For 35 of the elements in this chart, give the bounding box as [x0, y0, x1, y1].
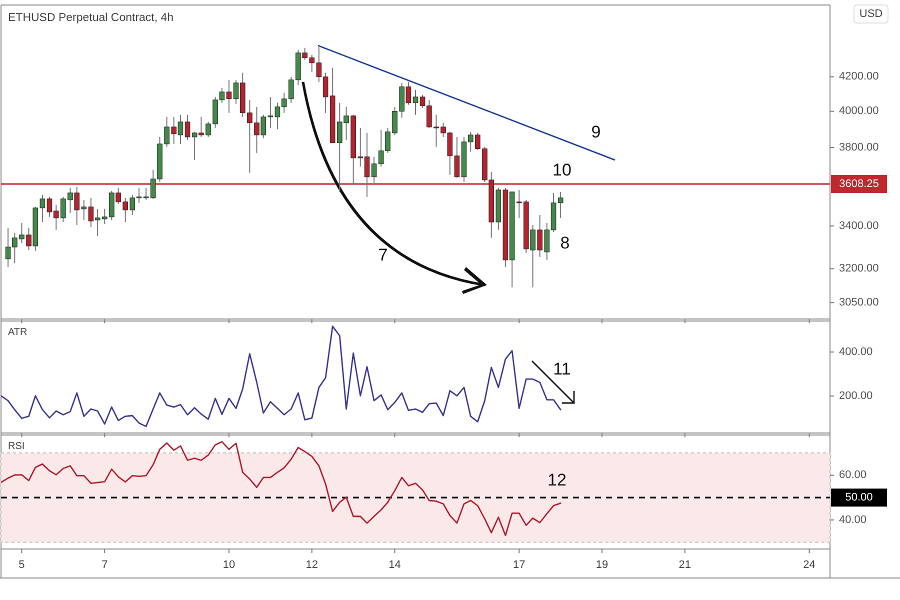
text: USD — [859, 8, 883, 20]
x-tick-label: 24 — [803, 558, 816, 571]
x-tick-label: 19 — [596, 558, 608, 571]
candlestick — [226, 79, 232, 114]
x-tick-label: 7 — [102, 558, 108, 571]
x-tick-label: 14 — [388, 558, 401, 571]
y-tick-label: 200.00 — [839, 390, 873, 402]
annotation: 10 — [552, 160, 572, 180]
annotation: 9 — [591, 122, 601, 142]
x-tick-label: 10 — [222, 558, 236, 571]
annotation: 8 — [560, 233, 570, 252]
text: RSI — [8, 441, 25, 452]
text: ETHUSD Perpetual Contract, 4h — [8, 12, 174, 24]
annotation: 7 — [378, 245, 388, 264]
y-tick-label: 4200.00 — [839, 70, 879, 83]
y-tick-label: 3200.00 — [839, 262, 879, 275]
annotation: 12 — [548, 470, 566, 490]
y-tick-label: 400.00 — [839, 346, 873, 358]
annotation: 11 — [553, 359, 571, 378]
y-tick-label: 4000.00 — [839, 105, 879, 118]
x-tick-label: 21 — [678, 558, 692, 571]
text: ATR — [8, 327, 28, 338]
candlestick — [412, 89, 418, 116]
y-tick-label: 3400.00 — [839, 220, 879, 232]
y-tick-label: 40.00 — [839, 514, 867, 526]
x-tick-label: 5 — [18, 558, 25, 571]
x-tick-label: 12 — [306, 558, 318, 571]
y-tick-label: 3800.00 — [839, 141, 879, 154]
y-tick-label: 3050.00 — [839, 296, 879, 309]
ref-line-label: 3608.25 — [839, 178, 879, 190]
candlestick — [184, 114, 190, 140]
x-tick-label: 17 — [513, 558, 526, 571]
ref-line-label: 50.00 — [845, 491, 873, 504]
candlestick — [558, 191, 564, 218]
y-tick-label: 60.00 — [839, 469, 867, 482]
